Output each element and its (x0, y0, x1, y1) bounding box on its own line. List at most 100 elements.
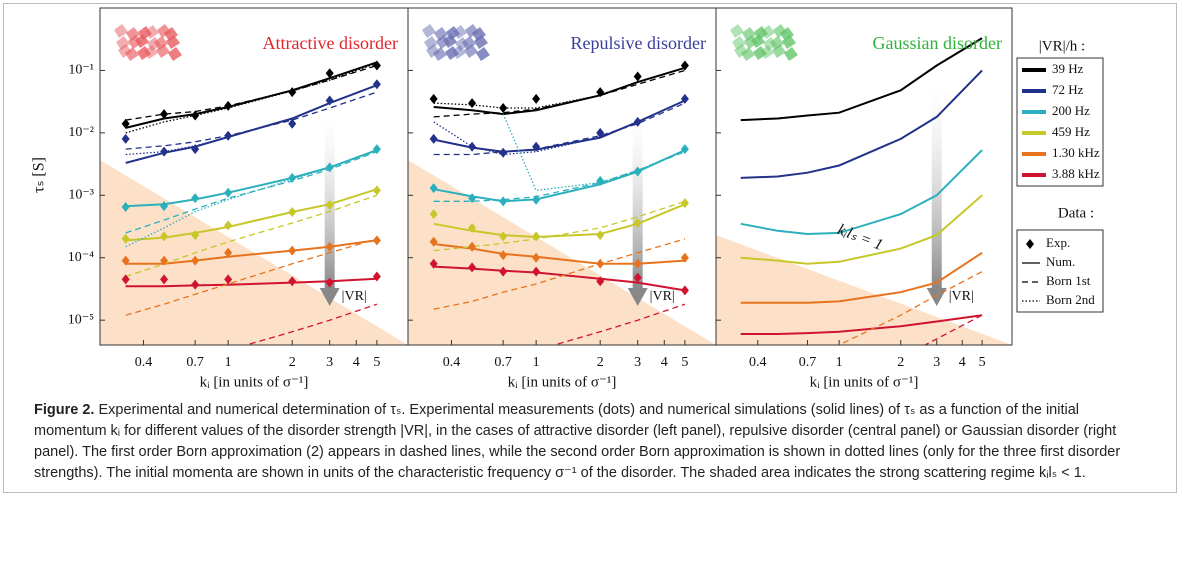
exp-point (680, 60, 689, 71)
panel: |VR| 0.4 0.7 1 2 3 4 5 10⁻¹ 10⁻² 10⁻³ 10⁻⁴ 10⁻⁵ kᵢ [i… (68, 7, 409, 390)
x-tick-label: 0.4 (135, 355, 153, 370)
exp-point (532, 252, 541, 263)
exp-point (191, 110, 200, 121)
panel-title: Attractive disorder (263, 33, 398, 53)
annotation: |VR| (650, 289, 675, 304)
exp-point (372, 235, 381, 246)
legend-title: |VR|/h : (1039, 38, 1085, 54)
data-legend: Data : Exp. Num. Born 1st Born 2nd (1016, 205, 1104, 313)
exp-point (325, 162, 334, 173)
x-tick-label: 2 (289, 355, 296, 370)
born1-line (551, 303, 686, 345)
y-tick-label: 10⁻⁵ (68, 312, 94, 327)
legend-box (1016, 57, 1104, 187)
exp-point (596, 230, 605, 241)
exp-point (160, 231, 169, 242)
legend-label: Num. (1046, 254, 1075, 269)
exp-point (499, 196, 508, 207)
exp-point (468, 241, 477, 252)
strong-scattering-region (100, 160, 408, 345)
x-axis-label: kᵢ [in units of σ⁻¹] (200, 374, 309, 390)
exp-point (499, 103, 508, 114)
panel-title: Gaussian disorder (873, 33, 1002, 53)
num-line (740, 194, 983, 265)
exp-point (429, 93, 438, 104)
exp-point (288, 245, 297, 256)
exp-point (633, 166, 642, 177)
x-axis-label: kᵢ [in units of σ⁻¹] (810, 374, 919, 390)
exp-point (121, 118, 130, 129)
exp-point (532, 93, 541, 104)
exp-point (325, 199, 334, 210)
x-tick-label: 5 (373, 355, 380, 370)
born1-line (837, 271, 983, 345)
exp-point (429, 133, 438, 144)
exp-point (468, 98, 477, 109)
exp-point (499, 266, 508, 277)
plot-area (716, 37, 1012, 345)
trend-arrow-head (319, 288, 340, 306)
exp-point (532, 194, 541, 205)
trend-arrow-head (627, 288, 648, 306)
x-tick-label: 0.7 (799, 355, 817, 370)
exp-point (121, 133, 130, 144)
x-tick-label: 2 (597, 355, 604, 370)
legend-title: Data : (1058, 205, 1094, 221)
born1-line (125, 238, 378, 316)
exp-point (499, 147, 508, 158)
x-tick-label: 5 (681, 355, 688, 370)
legend-label: Born 2nd (1046, 292, 1095, 307)
num-line (433, 149, 686, 203)
exp-point (191, 230, 200, 241)
legend-label: Born 1st (1046, 273, 1091, 288)
exp-point (532, 141, 541, 152)
exp-point (633, 258, 642, 269)
trend-arrow (632, 115, 643, 288)
legend-label: Exp. (1046, 235, 1070, 250)
exp-point (121, 201, 130, 212)
exp-point (160, 109, 169, 120)
num-line (740, 251, 983, 304)
exp-point (532, 231, 541, 242)
exp-point (288, 207, 297, 218)
born1-line (433, 238, 686, 310)
exp-point (429, 183, 438, 194)
x-tick-label: 1 (225, 355, 232, 370)
exp-point (596, 276, 605, 287)
exp-point (288, 118, 297, 129)
exp-point (372, 271, 381, 282)
born1-line (243, 303, 378, 345)
exp-point (224, 187, 233, 198)
x-tick-label: 3 (326, 355, 333, 370)
x-axis-label: kᵢ [in units of σ⁻¹] (508, 374, 617, 390)
exp-point (224, 130, 233, 141)
annotation: |VR| (342, 289, 367, 304)
born1-line (433, 69, 686, 118)
panel: |VR|kᵢlₛ = 10.4 0.7 1 2 3 4 5kᵢ [in units of σ… (715, 7, 1013, 390)
exp-point (499, 250, 508, 261)
exp-point (633, 217, 642, 228)
exp-point (288, 172, 297, 183)
x-tick-label: 3 (933, 355, 940, 370)
caption: Figure 2. Experimental and numerical det… (34, 400, 1149, 484)
exp-point (680, 252, 689, 263)
legend-label: 3.88 kHz (1052, 166, 1100, 181)
legend-label: 39 Hz (1052, 61, 1084, 76)
trend-arrow (931, 85, 942, 288)
y-axis-label: τₛ [S] (31, 157, 48, 193)
panel-title: Repulsive disorder (571, 33, 706, 53)
exp-point (160, 201, 169, 212)
x-tick-label: 0.4 (749, 355, 767, 370)
caption-text: Experimental and numerical determination… (34, 402, 1121, 481)
exp-point (468, 262, 477, 273)
disorder-inset (422, 24, 490, 61)
exp-point (160, 146, 169, 157)
exp-point (429, 236, 438, 247)
legend-label: 72 Hz (1052, 82, 1084, 97)
plot-area (100, 60, 408, 345)
exp-point (325, 95, 334, 106)
exp-point (372, 185, 381, 196)
exp-point (160, 255, 169, 266)
exp-point (596, 175, 605, 186)
